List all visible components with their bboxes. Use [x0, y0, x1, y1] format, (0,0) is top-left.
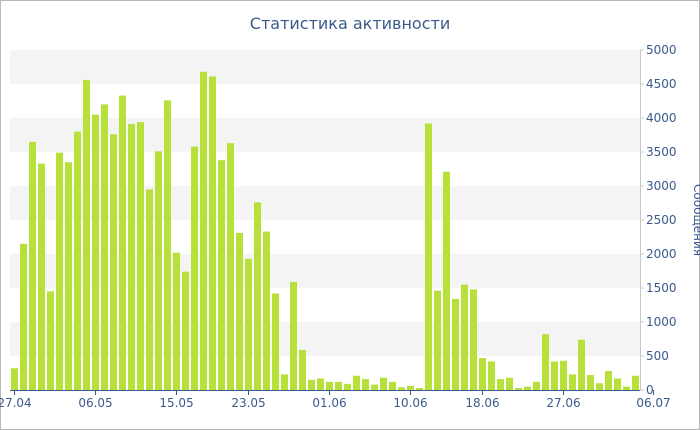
x-tick-label: 27.06 — [546, 396, 580, 410]
bar — [190, 146, 199, 390]
y-tick-label: 5000 — [646, 43, 677, 57]
bar — [46, 291, 55, 390]
bar — [145, 189, 154, 390]
x-tick-label: 06.05 — [78, 396, 112, 410]
y-tick-label: 500 — [646, 349, 669, 363]
bar — [109, 134, 118, 390]
bar — [406, 385, 415, 390]
x-tick-label: 01.06 — [312, 396, 346, 410]
bar — [361, 379, 370, 390]
bar — [388, 381, 397, 390]
bar — [568, 374, 577, 390]
bar — [370, 384, 379, 390]
bar — [244, 258, 253, 390]
bar — [298, 349, 307, 390]
bar — [181, 271, 190, 390]
bar — [91, 114, 100, 390]
bar — [550, 361, 559, 390]
x-tick-label: 27.04 — [0, 396, 32, 410]
bar — [541, 334, 550, 390]
y-axis-label: Сообщения — [691, 184, 700, 256]
bar — [415, 387, 424, 390]
bar — [64, 162, 73, 390]
bar — [496, 379, 505, 390]
bar — [595, 383, 604, 390]
bar — [154, 151, 163, 390]
x-tick-label: 23.05 — [231, 396, 265, 410]
bar — [442, 171, 451, 390]
grid-band — [10, 50, 640, 84]
y-tick-label: 4500 — [646, 77, 677, 91]
bar — [163, 100, 172, 390]
bar — [217, 160, 226, 390]
y-tick-label: 4000 — [646, 111, 677, 125]
bar — [271, 293, 280, 390]
bar — [82, 79, 91, 391]
bar — [316, 378, 325, 390]
bar — [505, 377, 514, 390]
x-tick-label: 18.06 — [465, 396, 499, 410]
bar — [37, 163, 46, 390]
bar — [469, 289, 478, 390]
bar — [631, 375, 640, 390]
bar — [289, 281, 298, 390]
y-tick-label: 3500 — [646, 145, 677, 159]
bar — [577, 339, 586, 390]
bar — [127, 124, 136, 391]
bar — [19, 243, 28, 390]
bar — [523, 386, 532, 390]
bar — [613, 378, 622, 390]
bar — [532, 381, 541, 390]
bar — [55, 152, 64, 390]
bar — [10, 368, 19, 390]
bar — [622, 386, 631, 390]
bar — [514, 387, 523, 390]
x-tick-label: 15.05 — [159, 396, 193, 410]
bar — [208, 76, 217, 391]
bar — [28, 141, 37, 390]
bar — [199, 71, 208, 390]
y-tick-label: 0 — [646, 383, 654, 397]
bar — [586, 375, 595, 390]
bar — [262, 231, 271, 390]
y-tick-label: 1500 — [646, 281, 677, 295]
bar — [559, 360, 568, 390]
bar — [235, 232, 244, 390]
bar — [136, 122, 145, 390]
bar — [253, 202, 262, 390]
x-tick-label: 06.07 — [636, 396, 670, 410]
x-tick-label: 10.06 — [393, 396, 427, 410]
y-tick-label: 1000 — [646, 315, 677, 329]
y-tick-label: 2500 — [646, 213, 677, 227]
bar — [334, 381, 343, 390]
bar — [379, 377, 388, 390]
bar — [460, 284, 469, 390]
bar — [73, 131, 82, 390]
chart-title: Статистика активности — [249, 14, 451, 33]
bar — [352, 375, 361, 390]
bar — [424, 123, 433, 390]
bar — [343, 383, 352, 390]
bar — [325, 381, 334, 390]
y-tick-label: 2000 — [646, 247, 677, 261]
bar — [397, 387, 406, 390]
bar — [280, 374, 289, 390]
bar — [451, 298, 460, 390]
bar — [478, 358, 487, 390]
bar — [433, 290, 442, 390]
bar — [100, 104, 109, 391]
y-tick-label: 3000 — [646, 179, 677, 193]
bar — [226, 143, 235, 390]
bar — [118, 95, 127, 390]
bar — [307, 379, 316, 390]
bar — [604, 370, 613, 390]
bar — [172, 252, 181, 390]
bar — [487, 361, 496, 390]
